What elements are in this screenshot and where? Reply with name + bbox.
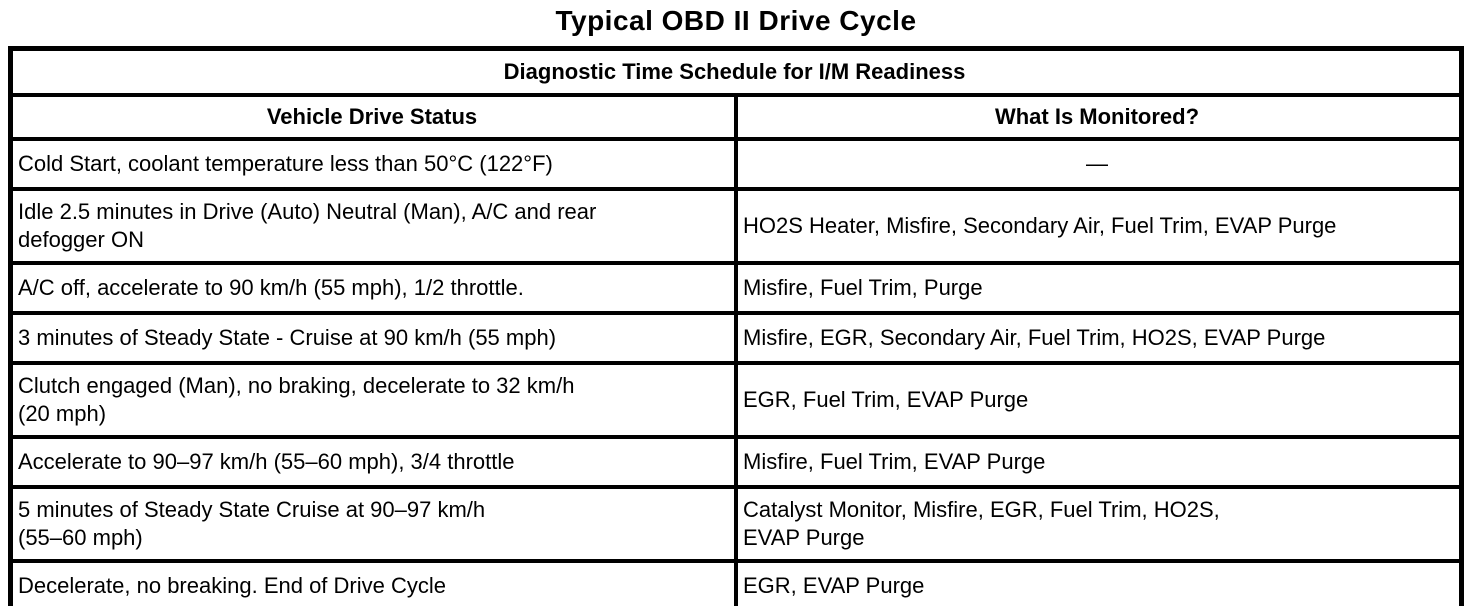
vehicle-drive-status-cell: 3 minutes of Steady State - Cruise at 90… xyxy=(8,311,738,365)
table-row: A/C off, accelerate to 90 km/h (55 mph),… xyxy=(8,261,1464,315)
table-row: Cold Start, coolant temperature less tha… xyxy=(8,137,1464,191)
table-caption: Diagnostic Time Schedule for I/M Readine… xyxy=(8,46,1464,97)
vehicle-drive-status-cell: Accelerate to 90–97 km/h (55–60 mph), 3/… xyxy=(8,435,738,489)
vehicle-drive-status-cell: A/C off, accelerate to 90 km/h (55 mph),… xyxy=(8,261,738,315)
monitored-cell: EGR, Fuel Trim, EVAP Purge xyxy=(734,361,1464,439)
vehicle-drive-status-cell: Cold Start, coolant temperature less tha… xyxy=(8,137,738,191)
monitored-cell: Misfire, EGR, Secondary Air, Fuel Trim, … xyxy=(734,311,1464,365)
monitored-cell: Misfire, Fuel Trim, EVAP Purge xyxy=(734,435,1464,489)
vehicle-drive-status-cell: Idle 2.5 minutes in Drive (Auto) Neutral… xyxy=(8,187,738,265)
monitored-cell: — xyxy=(734,137,1464,191)
table-row: Accelerate to 90–97 km/h (55–60 mph), 3/… xyxy=(8,435,1464,489)
page-title: Typical OBD II Drive Cycle xyxy=(555,5,917,36)
table-row: Decelerate, no breaking. End of Drive Cy… xyxy=(8,559,1464,606)
drive-cycle-table: Diagnostic Time Schedule for I/M Readine… xyxy=(8,46,1464,606)
table-row: 3 minutes of Steady State - Cruise at 90… xyxy=(8,311,1464,365)
table-row: Idle 2.5 minutes in Drive (Auto) Neutral… xyxy=(8,187,1464,265)
monitored-cell: HO2S Heater, Misfire, Secondary Air, Fue… xyxy=(734,187,1464,265)
table-body: Cold Start, coolant temperature less tha… xyxy=(8,137,1464,606)
header-row: Vehicle Drive Status What Is Monitored? xyxy=(8,93,1464,141)
monitored-cell: EGR, EVAP Purge xyxy=(734,559,1464,606)
column-header-vehicle-drive-status: Vehicle Drive Status xyxy=(8,93,738,141)
table-row: Clutch engaged (Man), no braking, decele… xyxy=(8,361,1464,439)
vehicle-drive-status-cell: 5 minutes of Steady State Cruise at 90–9… xyxy=(8,485,738,563)
table-head: Diagnostic Time Schedule for I/M Readine… xyxy=(8,46,1464,141)
monitored-cell: Catalyst Monitor, Misfire, EGR, Fuel Tri… xyxy=(734,485,1464,563)
monitored-cell: Misfire, Fuel Trim, Purge xyxy=(734,261,1464,315)
vehicle-drive-status-cell: Decelerate, no breaking. End of Drive Cy… xyxy=(8,559,738,606)
vehicle-drive-status-cell: Clutch engaged (Man), no braking, decele… xyxy=(8,361,738,439)
caption-row: Diagnostic Time Schedule for I/M Readine… xyxy=(8,46,1464,97)
column-header-what-is-monitored: What Is Monitored? xyxy=(734,93,1464,141)
table-row: 5 minutes of Steady State Cruise at 90–9… xyxy=(8,485,1464,563)
